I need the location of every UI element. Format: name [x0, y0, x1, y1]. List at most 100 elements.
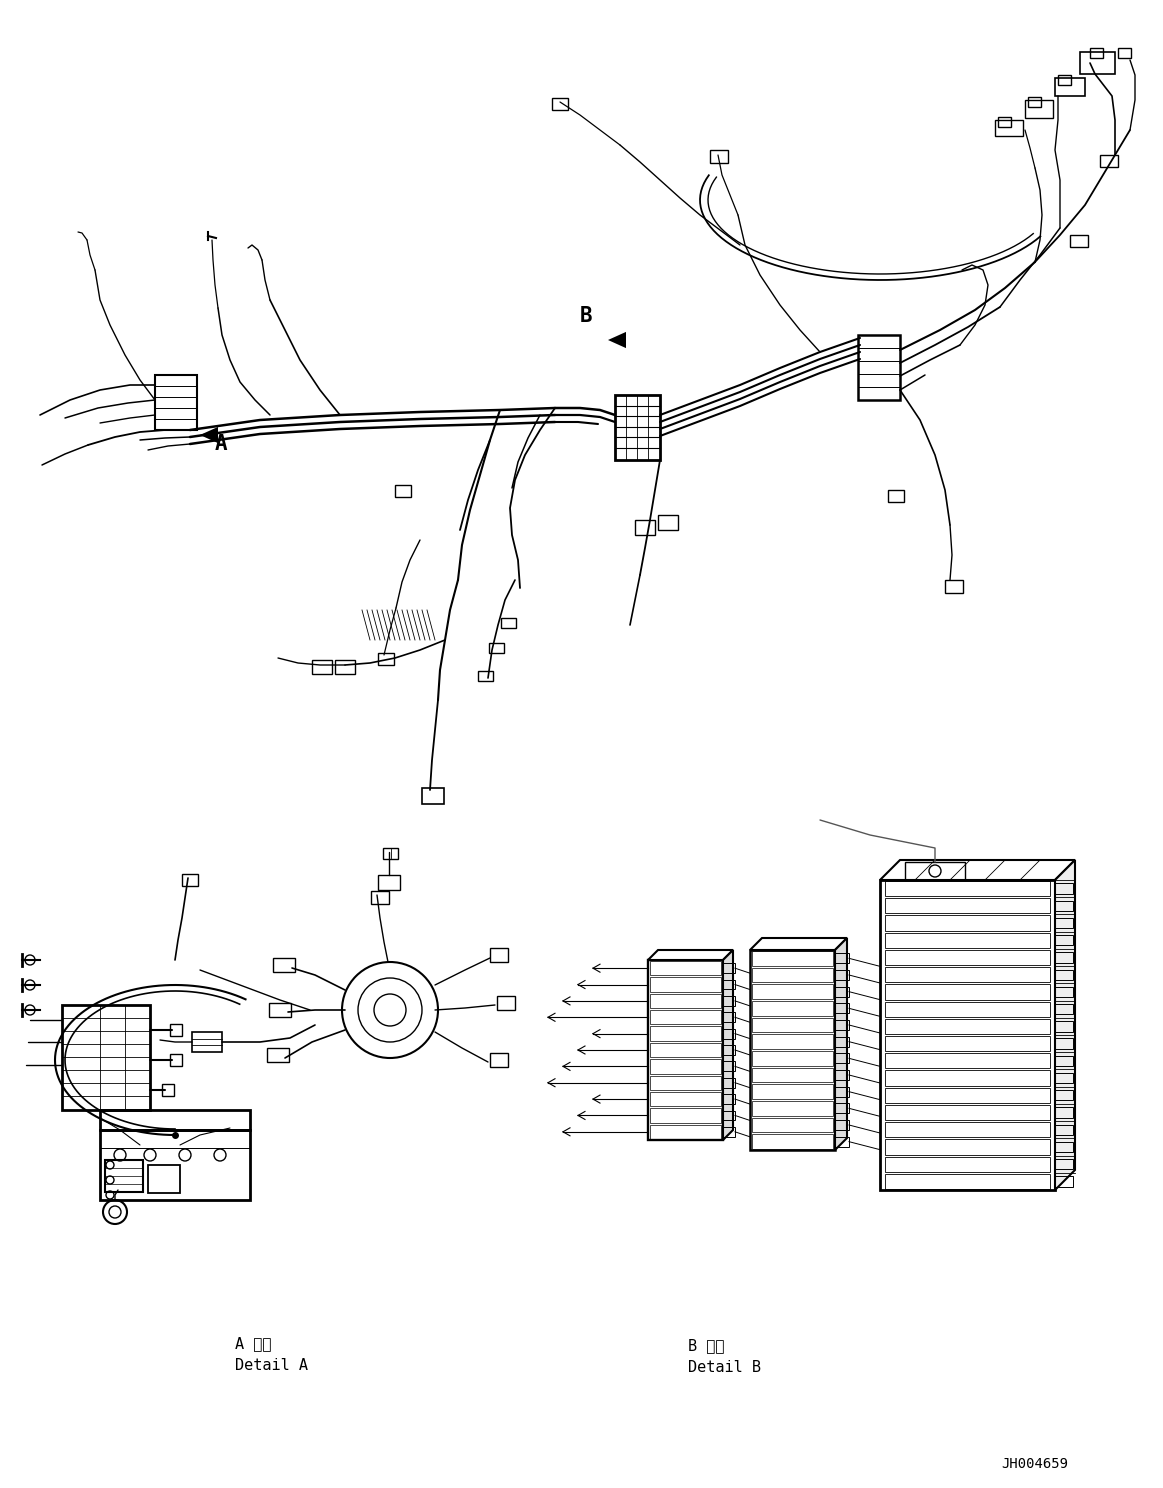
Bar — [105, 1161, 143, 1192]
Bar — [885, 899, 1050, 914]
Bar — [885, 933, 1050, 948]
Bar — [100, 1129, 250, 1199]
Bar — [650, 1027, 721, 1040]
Bar — [162, 1083, 174, 1097]
Bar — [885, 967, 1050, 982]
Bar — [650, 1076, 721, 1089]
Bar — [885, 1106, 1050, 1120]
Text: Detail A: Detail A — [235, 1359, 308, 1373]
Bar — [269, 1003, 291, 1016]
Bar — [62, 1004, 150, 1110]
Bar — [650, 1043, 721, 1056]
Bar — [650, 1109, 721, 1122]
Bar — [422, 789, 444, 804]
Bar — [835, 1120, 849, 1129]
Bar — [490, 1054, 508, 1067]
Bar — [1055, 884, 1073, 894]
Bar — [1025, 100, 1053, 118]
Bar — [723, 1028, 735, 1039]
Bar — [835, 1003, 849, 1013]
Bar — [885, 1174, 1050, 1189]
Bar — [835, 987, 849, 997]
Bar — [752, 1034, 833, 1049]
Bar — [1055, 1141, 1073, 1152]
Bar — [835, 970, 849, 981]
Bar — [885, 1156, 1050, 1171]
Bar — [885, 1122, 1050, 1137]
Bar — [723, 995, 735, 1006]
Bar — [615, 394, 659, 460]
Bar — [835, 954, 849, 963]
Bar — [155, 375, 197, 430]
Polygon shape — [648, 949, 733, 960]
Polygon shape — [750, 937, 847, 949]
Bar — [885, 985, 1050, 1000]
Bar — [1055, 934, 1073, 945]
Bar — [650, 1125, 721, 1138]
Bar — [1055, 1159, 1073, 1170]
Bar — [1055, 970, 1073, 981]
Bar — [723, 963, 735, 973]
Bar — [723, 1012, 735, 1022]
Bar — [752, 1001, 833, 1016]
Bar — [478, 671, 493, 682]
Bar — [650, 1092, 721, 1106]
Bar — [100, 1110, 250, 1129]
Bar — [273, 958, 295, 972]
Bar — [267, 1048, 288, 1062]
Bar — [552, 98, 568, 110]
Polygon shape — [835, 937, 847, 1150]
Bar — [1070, 235, 1089, 247]
Bar — [905, 862, 965, 879]
Bar — [1058, 74, 1071, 85]
Bar — [723, 1126, 735, 1137]
Text: JH004659: JH004659 — [1001, 1457, 1069, 1472]
Bar — [312, 661, 331, 674]
Bar — [723, 1094, 735, 1104]
Bar — [1055, 77, 1085, 97]
Bar — [885, 949, 1050, 966]
Bar — [383, 848, 398, 859]
Bar — [170, 1024, 181, 1036]
Bar — [752, 1117, 833, 1132]
Bar — [1090, 48, 1103, 58]
Bar — [885, 881, 1050, 896]
Bar — [723, 1110, 735, 1120]
Bar — [650, 1059, 721, 1073]
Bar — [998, 118, 1011, 126]
Bar — [752, 1134, 833, 1149]
Bar — [1055, 1125, 1073, 1135]
Bar — [752, 1018, 833, 1033]
Bar — [1055, 1021, 1073, 1031]
Bar — [723, 979, 735, 990]
Bar — [1028, 97, 1041, 107]
Polygon shape — [880, 860, 1075, 879]
Polygon shape — [723, 949, 733, 1140]
Bar — [885, 1054, 1050, 1068]
Bar — [1055, 1055, 1073, 1065]
Bar — [501, 618, 516, 628]
Bar — [723, 1061, 735, 1071]
Bar — [1055, 1176, 1073, 1186]
Bar — [885, 1036, 1050, 1051]
Bar — [1055, 918, 1073, 929]
Bar — [885, 1140, 1050, 1155]
Bar — [371, 891, 388, 905]
Text: Detail B: Detail B — [688, 1360, 761, 1375]
Bar — [885, 1001, 1050, 1016]
Bar — [378, 653, 394, 665]
Bar — [497, 995, 515, 1010]
Bar — [835, 1086, 849, 1097]
Bar — [148, 1165, 180, 1193]
Bar — [192, 1033, 222, 1052]
Text: A: A — [215, 434, 228, 454]
Bar — [1055, 1073, 1073, 1083]
Bar — [752, 967, 833, 982]
Bar — [650, 961, 721, 975]
Bar — [1055, 1039, 1073, 1049]
Polygon shape — [1055, 860, 1075, 1190]
Bar — [835, 1137, 849, 1147]
Bar — [650, 994, 721, 1007]
Bar — [488, 643, 504, 653]
Bar — [490, 948, 508, 963]
